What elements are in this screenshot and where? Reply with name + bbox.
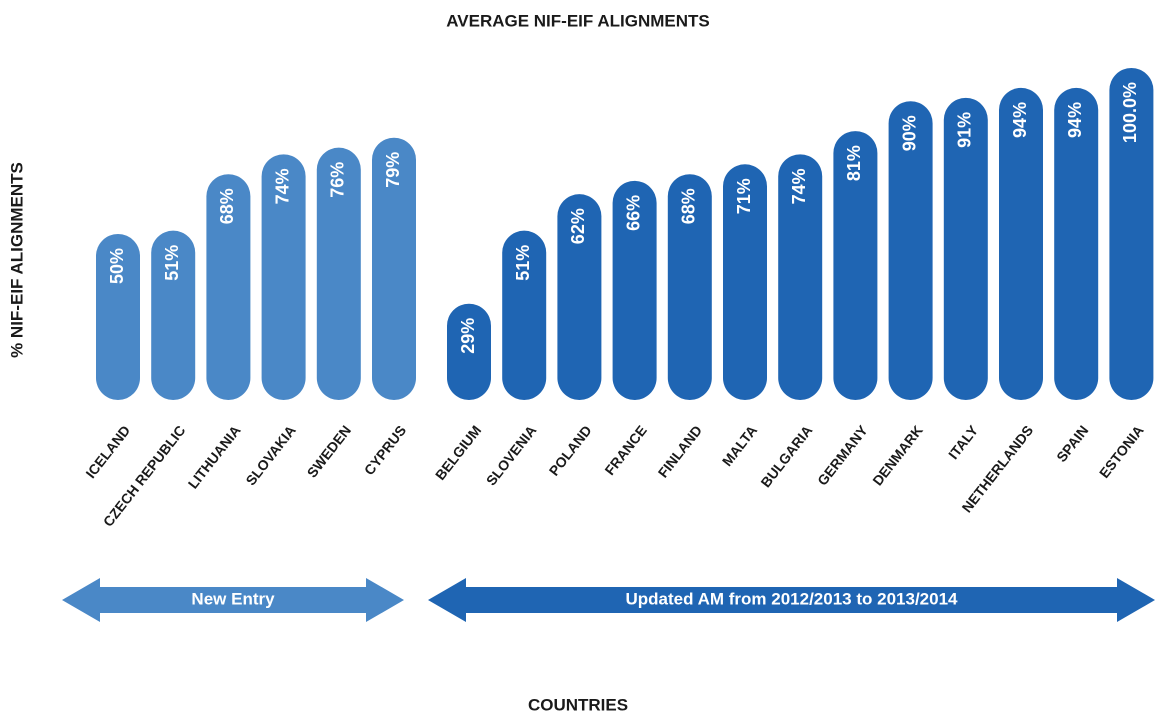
value-label: 91% — [955, 112, 975, 148]
category-label: BULGARIA — [757, 422, 815, 490]
bar — [888, 101, 933, 400]
bar — [723, 164, 767, 400]
bar — [206, 174, 251, 400]
value-label: 90% — [899, 115, 919, 151]
bar — [316, 147, 361, 400]
bar — [667, 174, 712, 400]
bar — [1054, 87, 1099, 401]
category-label: SWEDEN — [304, 422, 354, 480]
bar — [502, 230, 547, 400]
bar — [96, 234, 140, 400]
group-arrow — [62, 578, 404, 622]
category-label: LITHUANIA — [185, 422, 244, 491]
value-label: 81% — [844, 145, 864, 181]
value-label: 66% — [623, 195, 643, 231]
bar — [261, 154, 306, 400]
bar — [833, 131, 878, 400]
y-axis-label: % NIF-EIF ALIGNMENTS — [7, 162, 26, 358]
bar — [612, 180, 657, 400]
value-label: 62% — [568, 208, 588, 244]
value-label: 94% — [1010, 102, 1030, 138]
category-label: ESTONIA — [1096, 422, 1147, 481]
category-label: ITALY — [945, 422, 981, 462]
bar — [943, 97, 988, 400]
value-label: 74% — [789, 168, 809, 204]
group-label: Updated AM from 2012/2013 to 2013/2014 — [626, 589, 959, 608]
chart-title: AVERAGE NIF-EIF ALIGNMENTS — [446, 11, 710, 30]
value-label: 100.0% — [1120, 82, 1140, 143]
group-arrow — [428, 578, 1155, 622]
bar — [372, 137, 416, 400]
value-label: 68% — [679, 188, 699, 224]
value-label: 51% — [513, 245, 533, 281]
value-label: 51% — [162, 245, 182, 281]
category-label: SPAIN — [1053, 422, 1091, 465]
bar — [447, 303, 491, 400]
value-label: 50% — [107, 248, 127, 284]
bar — [1109, 68, 1154, 400]
category-label: MALTA — [719, 422, 760, 469]
x-axis-label: COUNTRIES — [528, 695, 628, 714]
category-label: FINLAND — [655, 422, 705, 480]
category-label: ICELAND — [82, 422, 133, 481]
value-label: 68% — [217, 188, 237, 224]
category-label: SLOVENIA — [483, 422, 540, 488]
category-label: FRANCE — [601, 422, 650, 478]
bar — [999, 87, 1043, 401]
category-label: CYPRUS — [361, 422, 410, 478]
bar — [151, 230, 196, 400]
value-label: 76% — [328, 162, 348, 198]
category-label: SLOVAKIA — [242, 422, 299, 488]
value-label: 71% — [734, 178, 754, 214]
category-label: POLAND — [546, 422, 595, 478]
value-label: 79% — [383, 152, 403, 188]
category-label: GERMANY — [814, 422, 871, 489]
value-label: 94% — [1065, 102, 1085, 138]
group-label: New Entry — [191, 589, 275, 608]
category-label: BELGIUM — [432, 422, 484, 483]
bar — [557, 194, 602, 400]
category-label: DENMARK — [869, 422, 926, 488]
value-label: 74% — [272, 168, 292, 204]
value-label: 29% — [458, 318, 478, 354]
bar — [778, 154, 823, 400]
